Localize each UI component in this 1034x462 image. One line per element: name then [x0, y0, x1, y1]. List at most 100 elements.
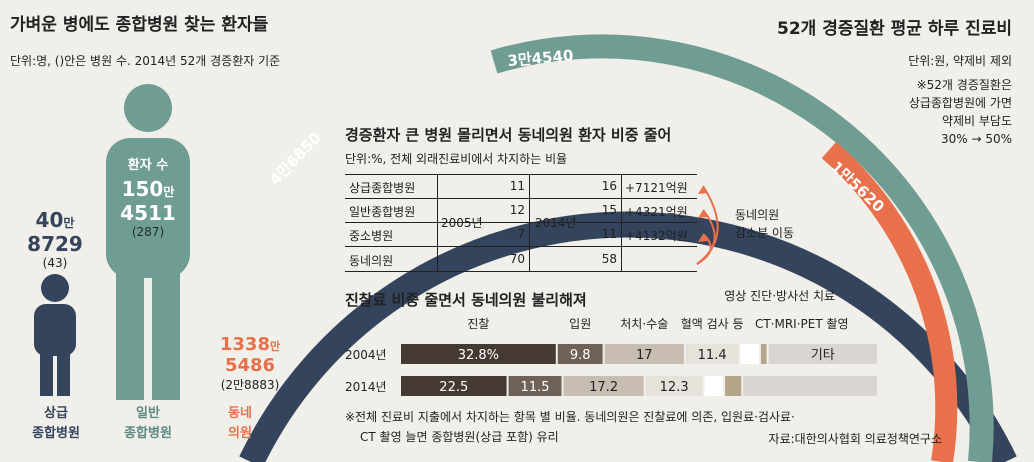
table-unit: 단위:%, 전체 외래진료비에서 차지하는 비율 — [345, 152, 568, 166]
arc-general — [490, 34, 994, 462]
table-line — [345, 174, 697, 175]
series-label: 입원 — [569, 317, 591, 331]
value-2014: 58 — [601, 252, 617, 266]
bar-segment — [685, 344, 739, 364]
bar-value-label: 기타 — [811, 348, 835, 363]
series-label: 혈액 검사 등 — [681, 317, 744, 331]
general-hospitals: (287) — [131, 225, 165, 239]
footnote-2: CT 촬영 늘면 종합병원(상급 포함) 유리 — [360, 430, 559, 444]
person-tertiary-icon — [34, 274, 76, 396]
tertiary-label-top: 상급 — [44, 406, 68, 421]
series-label: 처치·수술 — [620, 317, 668, 331]
bar-segment — [760, 344, 767, 364]
clinic-label-top: 동네 — [228, 406, 252, 421]
arc-note-line: 상급종합병원에 가면 — [908, 96, 1012, 110]
source: 자료:대한의사협회 의료정책연구소 — [768, 432, 942, 446]
table-vline — [529, 174, 530, 271]
table-line — [345, 246, 697, 247]
row-name: 동네의원 — [349, 254, 394, 268]
general-label-bottom: 종합병원 — [124, 426, 172, 441]
value-2014: 11 — [601, 227, 617, 241]
tertiary-hospitals: (43) — [42, 256, 68, 270]
tertiary-count-b: 8729 — [27, 232, 83, 256]
value-2005: 12 — [509, 203, 525, 217]
person-general-icon — [106, 84, 190, 400]
row-name: 상급종합병원 — [349, 181, 416, 195]
arc-title: 52개 경증질환 평균 하루 진료비 — [776, 19, 1012, 39]
table-title: 경증환자 큰 병원 몰리면서 동네의원 환자 비중 줄어 — [345, 126, 672, 144]
bar-segment — [557, 344, 603, 364]
change-value: +7121억원 — [625, 181, 688, 195]
bar-value-label: 11.4 — [698, 348, 727, 363]
bar-segment — [401, 344, 556, 364]
series-label: CT·MRI·PET 촬영 — [755, 317, 849, 331]
clinic-label: 동네 의원 — [205, 404, 275, 444]
year-2005-label: 2005년 — [441, 216, 483, 230]
bar-value-label: 22.5 — [439, 380, 468, 395]
bar-segment — [704, 376, 724, 396]
value-2005: 11 — [509, 179, 525, 193]
change-value: +4132억원 — [625, 229, 688, 243]
shift-note-line: 감소분 이동 — [735, 226, 795, 240]
bar-value-label: 11.5 — [521, 380, 550, 395]
table-line — [345, 271, 697, 272]
shift-arrows-icon — [696, 185, 719, 265]
change-value: +4321억원 — [625, 205, 688, 219]
general-count-a: 150 — [121, 177, 164, 201]
category-label: 2004년 — [345, 348, 387, 362]
stacked-bar-chart: 2004년 2014년 진찰 입원 처치·수술 혈액 검사 등 영상 진단·방사선 치료 CT… — [345, 290, 877, 396]
value-2014: 16 — [601, 179, 617, 193]
arc-unit: 단위:원, 약제비 제외 — [908, 54, 1012, 68]
general-badge: 환자 수 — [127, 158, 169, 173]
arc-note-line: 약제비 부담도 — [941, 114, 1012, 128]
left-unit: 단위:명, ()안은 병원 수. 2014년 52개 경증환자 기준 — [10, 54, 281, 68]
bar-segment — [740, 344, 759, 364]
value-2005: 70 — [509, 252, 525, 266]
general-label-top: 일반 — [136, 406, 160, 421]
bar-segment — [604, 344, 684, 364]
table-line — [345, 222, 697, 223]
bar-value-label: 32.8% — [458, 348, 499, 363]
clinic-count-a: 1338 — [219, 334, 270, 355]
general-count: 환자 수 150만 4511 (287) — [98, 154, 198, 239]
tertiary-count: 40만 8729 (43) — [20, 208, 90, 270]
arc-note-line: 30% → 50% — [940, 132, 1012, 146]
general-count-unit: 만 — [163, 185, 175, 199]
category-label: 2014년 — [345, 380, 387, 394]
bar-title: 진찰료 비중 줄면서 동네의원 불리해져 — [345, 291, 587, 309]
general-count-b: 4511 — [120, 201, 176, 225]
bar-value-label: 17 — [636, 348, 653, 363]
table-vline — [437, 174, 438, 271]
arc-label-general: 3만4540 — [507, 46, 574, 70]
clinic-label-bottom: 의원 — [228, 426, 252, 441]
series-label: 영상 진단·방사선 치료 — [724, 290, 835, 303]
clinic-count: 1338만 5486 (2만8883) — [205, 334, 295, 393]
bar-value-label: 9.8 — [570, 348, 591, 363]
row-name: 일반종합병원 — [349, 205, 416, 219]
arc-note: ※52개 경증질환은 상급종합병원에 가면 약제비 부담도 30% → 50% — [909, 76, 1012, 148]
clinic-count-unit: 만 — [269, 340, 281, 353]
value-2005: 7 — [517, 227, 525, 241]
shift-note-line: 동네의원 — [735, 208, 780, 222]
series-label: 진찰 — [467, 317, 489, 331]
year-2014-label: 2014년 — [535, 216, 577, 230]
tertiary-count-a: 40 — [35, 208, 64, 232]
footnote-1: ※전체 진료비 지출에서 차지하는 항목 별 비율. 동네의원은 진찰료에 의존… — [345, 410, 795, 424]
bar-value-label: 17.2 — [589, 380, 618, 395]
left-title: 가벼운 병에도 종합병원 찾는 환자들 — [10, 15, 269, 35]
shift-note: 동네의원 감소분 이동 — [735, 206, 794, 242]
tertiary-label: 상급 종합병원 — [16, 404, 96, 444]
arc-note-line: ※52개 경증질환은 — [916, 78, 1012, 92]
tertiary-count-unit: 만 — [63, 216, 75, 230]
row-name: 중소병원 — [349, 229, 394, 243]
clinic-hospitals: (2만8883) — [220, 378, 280, 392]
clinic-count-b: 5486 — [224, 355, 276, 376]
bar-segment — [563, 376, 644, 396]
bar-segment — [725, 376, 742, 396]
general-label: 일반 종합병원 — [98, 404, 198, 444]
bar-value-label: 12.3 — [660, 380, 689, 395]
bar-segment — [743, 376, 877, 396]
bar-segment — [508, 376, 562, 396]
